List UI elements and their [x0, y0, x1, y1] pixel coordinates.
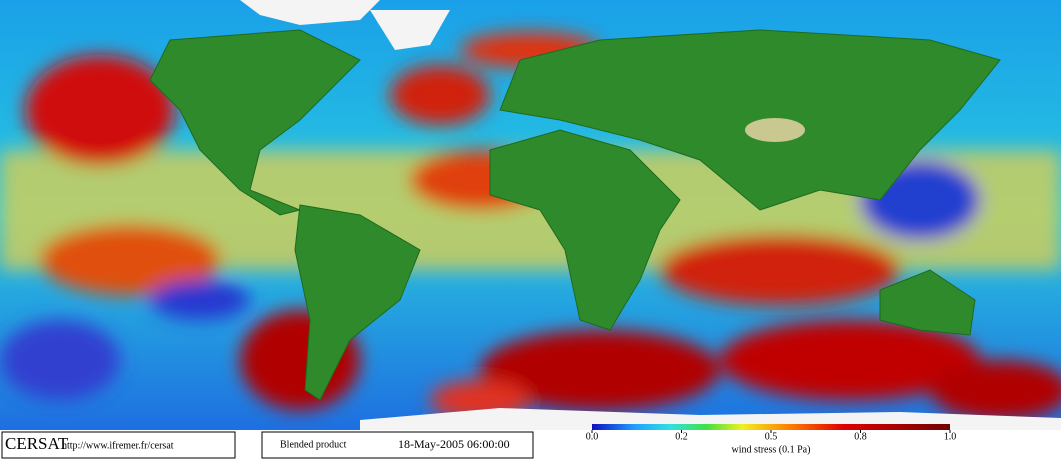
footer: CERSAT http://www.ifremer.fr/cersat Blen… — [0, 424, 1061, 462]
product: Blended product — [280, 439, 347, 450]
logo: CERSAT — [5, 434, 69, 453]
timestamp: 18-May-2005 06:00:00 — [398, 437, 510, 451]
tick-label: 0.2 — [675, 431, 688, 442]
tick-label: 0.5 — [765, 431, 778, 442]
tick-label: 0.8 — [854, 431, 867, 442]
tick-label: 1.0 — [944, 431, 957, 442]
url: http://www.ifremer.fr/cersat — [62, 440, 174, 451]
colorbar-ticks: 0.0 0.2 0.5 0.8 1.0 — [586, 430, 957, 442]
colorbar-label: wind stress (0.1 Pa) — [732, 444, 811, 455]
land — [149, 29, 1001, 401]
colorbar — [592, 424, 950, 430]
tick-label: 0.0 — [586, 431, 599, 442]
